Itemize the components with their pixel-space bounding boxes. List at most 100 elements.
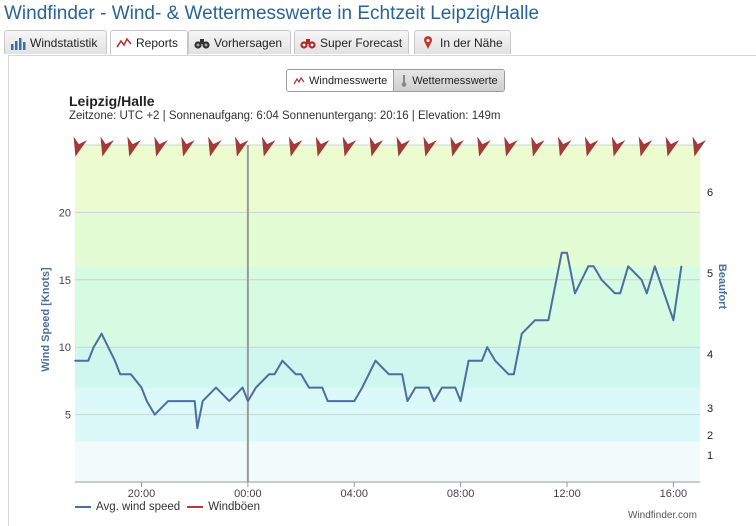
avg-wind-point (273, 373, 276, 375)
avg-wind-point (574, 292, 576, 295)
wind-direction-arrow (692, 136, 707, 157)
binoculars-icon (194, 36, 210, 50)
wind-direction-arrow (127, 136, 141, 157)
legend-item-avg[interactable]: Avg. wind speed (75, 501, 180, 513)
credit-link[interactable]: Windfinder.com (628, 510, 697, 521)
avg-wind-point (281, 359, 284, 362)
legend-item-gusts[interactable]: Windböen (187, 501, 260, 513)
avg-wind-point (433, 400, 435, 402)
wind-direction-arrow (154, 136, 168, 157)
avg-wind-point (454, 386, 457, 389)
y-axis-title: Wind Speed [Knots] (40, 267, 52, 372)
toggle-wettermesswerte[interactable]: Wettermesswerte (393, 70, 504, 91)
wind-direction-arrow (288, 136, 303, 157)
avg-wind-point (401, 373, 403, 375)
avg-wind-point (427, 386, 430, 389)
avg-wind-point (560, 252, 563, 254)
beaufort-tick-label: 4 (707, 349, 713, 361)
wind-direction-arrow (208, 136, 222, 157)
tab-label: In der Nähe (440, 35, 503, 50)
avg-wind-point (167, 400, 169, 402)
wind-direction-arrow (73, 136, 88, 157)
avg-wind-point (388, 373, 390, 375)
avg-wind-point (201, 400, 204, 402)
measurement-toggle: Windmesswerte Wettermesswerte (286, 69, 505, 92)
x-tick-label: 04:00 (340, 488, 368, 500)
avg-wind-point (486, 346, 489, 349)
arrow-shape (611, 136, 626, 157)
avg-wind-point (646, 292, 648, 295)
avg-wind-point (74, 359, 76, 362)
avg-wind-point (494, 359, 497, 362)
tab-vorhersagen[interactable]: Vorhersagen (188, 30, 291, 54)
tab-windstatistik[interactable]: Windstatistik (4, 30, 107, 54)
beaufort-tick-label: 5 (707, 268, 713, 280)
arrow-shape (235, 136, 249, 157)
y-tick-label: 20 (59, 207, 71, 219)
legend-label: Windböen (208, 501, 260, 513)
tab-in-der-naehe[interactable]: In der Nähe (414, 30, 511, 54)
avg-wind-point (130, 373, 132, 375)
wind-direction-arrow (558, 136, 572, 157)
toggle-windmesswerte[interactable]: Windmesswerte (287, 70, 394, 91)
avg-wind-point (534, 319, 536, 322)
beaufort-tick-label: 3 (707, 403, 713, 415)
arrow-shape (692, 136, 707, 157)
avg-wind-point (100, 332, 103, 335)
avg-wind-point (196, 427, 199, 429)
bar-chart-icon (10, 36, 26, 50)
avg-wind-point (406, 400, 409, 402)
station-meta: Zeitzone: UTC +2 | Sonnenaufgang: 6:04 S… (69, 110, 501, 122)
avg-wind-point (353, 400, 356, 402)
beaufort-tick-label: 2 (707, 430, 713, 442)
beaufort-band (75, 212, 700, 267)
arrow-shape (261, 136, 276, 157)
tab-label: Vorhersagen (214, 35, 283, 50)
beaufort-band (75, 145, 700, 213)
arrow-shape (100, 136, 115, 157)
avg-wind-point (348, 400, 350, 402)
line-chart-icon (293, 76, 305, 84)
beaufort-band (75, 266, 700, 348)
chart-legend: Avg. wind speed Windböen (75, 501, 267, 513)
avg-wind-point (87, 359, 90, 362)
y-tick-label: 5 (65, 410, 71, 422)
arrow-shape (288, 136, 303, 157)
wind-direction-arrow (261, 136, 276, 157)
wind-direction-arrow (100, 136, 115, 157)
toggle-label: Wettermesswerte (412, 74, 498, 87)
tab-reports[interactable]: Reports (110, 30, 188, 55)
arrow-shape (504, 136, 518, 157)
avg-wind-point (308, 386, 310, 389)
thermometer-icon (401, 74, 407, 87)
avg-wind-point (140, 386, 143, 389)
avg-wind-point (119, 373, 122, 375)
arrow-shape (369, 136, 384, 157)
wind-direction-arrow (342, 136, 357, 157)
wind-direction-arrow (477, 136, 491, 157)
avg-wind-point (547, 319, 550, 322)
avg-wind-point (92, 346, 95, 349)
beaufort-band (75, 347, 700, 388)
avg-wind-point (241, 386, 244, 389)
arrow-shape (477, 136, 491, 157)
avg-wind-point (153, 413, 156, 416)
avg-wind-point (228, 400, 231, 402)
avg-wind-point (414, 386, 417, 389)
tab-super-forecast[interactable]: Super Forecast (294, 30, 409, 54)
avg-wind-point (640, 279, 643, 281)
avg-wind-point (441, 386, 443, 389)
legend-label: Avg. wind speed (96, 501, 181, 513)
avg-wind-point (513, 373, 515, 375)
wind-direction-arrow (665, 136, 680, 157)
avg-wind-point (619, 292, 622, 295)
wind-direction-arrow (396, 136, 411, 157)
tab-label: Super Forecast (320, 35, 403, 50)
wind-direction-arrow (423, 136, 437, 157)
line-chart-icon (116, 36, 132, 50)
arrow-shape (531, 136, 545, 157)
map-pin-icon (420, 35, 436, 50)
x-tick-label: 08:00 (447, 488, 475, 500)
x-tick-label: 12:00 (553, 488, 581, 500)
avg-wind-point (268, 373, 270, 375)
